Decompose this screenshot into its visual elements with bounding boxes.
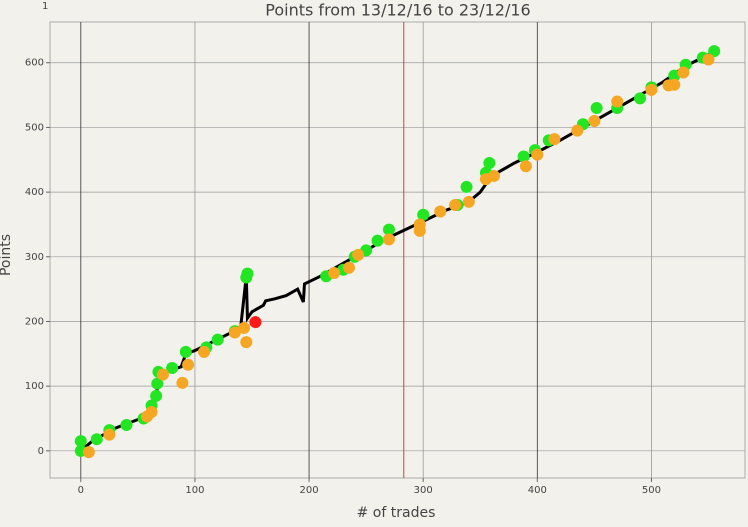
data-point (249, 316, 262, 329)
data-point (228, 326, 241, 339)
corner-label: 1 (42, 1, 48, 12)
data-point (240, 336, 253, 349)
data-point (460, 180, 473, 193)
data-point (487, 169, 500, 182)
data-point (74, 435, 87, 448)
data-point (198, 345, 211, 358)
data-point (238, 321, 251, 334)
data-point (179, 345, 192, 358)
x-tick-label: 200 (300, 485, 319, 496)
data-point (120, 418, 133, 431)
data-point (462, 195, 475, 208)
data-point (352, 248, 365, 261)
y-tick-label: 600 (25, 58, 44, 69)
y-tick-label: 500 (25, 122, 44, 133)
data-point (483, 157, 496, 170)
y-tick-label: 0 (38, 446, 44, 457)
data-point (571, 124, 584, 137)
y-tick-label: 400 (25, 187, 44, 198)
data-point (588, 114, 601, 127)
data-point (176, 376, 189, 389)
x-tick-label: 300 (414, 485, 433, 496)
y-tick-label: 300 (25, 252, 44, 263)
data-point (382, 223, 395, 236)
data-point (590, 102, 603, 115)
data-point (708, 45, 721, 58)
data-point (151, 377, 164, 390)
y-axis-label: Points (0, 234, 14, 276)
data-point (449, 199, 462, 212)
x-tick-label: 400 (528, 485, 547, 496)
x-tick-label: 100 (185, 485, 204, 496)
data-point (145, 406, 158, 419)
data-point (677, 66, 690, 79)
data-point (417, 208, 430, 221)
data-point (371, 234, 384, 247)
y-tick-label: 100 (25, 381, 44, 392)
data-point (382, 233, 395, 246)
x-tick-label: 500 (642, 485, 661, 496)
plot-frame (49, 21, 746, 479)
data-point (90, 433, 103, 446)
y-tick-label: 200 (25, 316, 44, 327)
data-point (531, 148, 544, 161)
x-axis-label: # of trades (357, 505, 436, 521)
data-point (634, 92, 647, 105)
data-point (413, 218, 426, 231)
data-point (668, 69, 681, 82)
data-point (211, 333, 224, 346)
data-point (182, 358, 195, 371)
data-point (668, 78, 681, 91)
data-point (645, 83, 658, 96)
data-point (241, 267, 254, 280)
data-point (519, 160, 532, 173)
data-point (434, 205, 447, 218)
data-point (103, 428, 116, 441)
chart-title: Points from 13/12/16 to 23/12/16 (265, 1, 530, 20)
data-point (611, 95, 624, 108)
x-tick-label: 0 (78, 485, 84, 496)
data-point (150, 389, 163, 402)
data-point (166, 362, 179, 375)
data-point (342, 261, 355, 274)
data-point (702, 53, 715, 66)
data-point (156, 368, 169, 381)
data-point (82, 446, 95, 459)
data-point (517, 150, 530, 163)
data-point (548, 133, 561, 146)
data-point (328, 266, 341, 279)
